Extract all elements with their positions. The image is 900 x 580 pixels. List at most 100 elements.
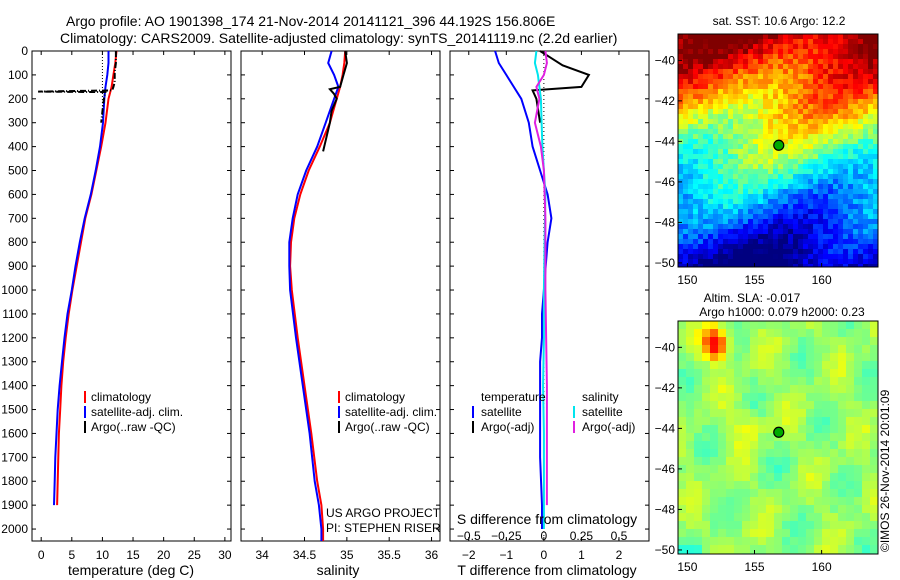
map-cell [854,449,863,458]
map-cell [693,239,699,245]
map-cell [790,449,799,458]
map-cell [846,353,855,362]
map-cell [683,49,689,55]
map-cell [858,249,864,255]
map-cell [853,139,859,145]
map-cell [693,59,699,65]
map-cell [863,154,869,160]
map-cell [743,244,749,250]
map-cell [853,64,859,70]
map-cell [788,164,794,170]
map-cell [750,505,759,514]
map-cell [710,457,719,466]
map-cell [718,79,724,85]
map-cell [783,164,789,170]
map-cell [678,34,684,40]
map-cell [743,104,749,110]
map-cell [748,64,754,70]
map-cell [750,433,759,442]
sst-map-title: sat. SST: 10.6 Argo: 12.2 [713,14,846,28]
map-cell [703,84,709,90]
map-cell [678,104,684,110]
map-cell [853,239,859,245]
map-cell [713,59,719,65]
map-cell [873,149,879,155]
map-cell [830,393,839,402]
map-cell [733,214,739,220]
map-cell [873,34,879,40]
map-cell [808,224,814,230]
map-cell [873,139,879,145]
map-cell [830,497,839,506]
map-cell [798,74,804,80]
map-cell [778,34,784,40]
map-cell [873,129,879,135]
map-cell [723,224,729,230]
map-cell [793,229,799,235]
map-cell [768,179,774,185]
map-cell [833,234,839,240]
map-cell [748,144,754,150]
map-cell [818,214,824,220]
map-cell [798,139,804,145]
map-cell [733,264,739,268]
map-cell [803,69,809,75]
map-cell [766,393,775,402]
map-cell [806,417,815,426]
map-cell [783,234,789,240]
map-cell [868,169,874,175]
map-cell [698,144,704,150]
map-cell [790,481,799,490]
map-cell [862,345,871,354]
map-cell [698,99,704,105]
map-cell [734,401,743,410]
map-cell [813,114,819,120]
map-cell [833,244,839,250]
map-cell [783,159,789,165]
project-line-2: PI: STEPHEN RISER [326,521,441,535]
map-cell [718,521,727,530]
map-cell [723,159,729,165]
map-cell [818,69,824,75]
map-cell [793,204,799,210]
map-cell [698,109,704,115]
map-cell [870,537,879,546]
map-cell [728,69,734,75]
map-cell [748,199,754,205]
map-cell [773,74,779,80]
sst-map-panel: sat. SST: 10.6 Argo: 12.2 150 155 160−40−4… [655,14,879,287]
map-cell [863,69,869,75]
map-cell [703,54,709,60]
map-cell [686,329,695,338]
map-cell [813,64,819,70]
map-cell [818,199,824,205]
map-cell [823,134,829,140]
map-cell [758,189,764,195]
map-cell [790,505,799,514]
map-cell [713,89,719,95]
map-cell [686,497,695,506]
map-cell [793,59,799,65]
map-cell [683,59,689,65]
map-cell [688,99,694,105]
map-cell [803,84,809,90]
map-cell [838,264,844,268]
map-cell [708,134,714,140]
map-y-tick-label: −40 [655,340,676,354]
map-cell [773,254,779,260]
map-cell [833,84,839,90]
map-cell [683,264,689,268]
map-cell [823,234,829,240]
map-cell [833,134,839,140]
map-cell [713,249,719,255]
map-cell [790,433,799,442]
map-cell [778,194,784,200]
map-cell [718,74,724,80]
map-cell [846,361,855,370]
map-cell [790,361,799,370]
map-cell [838,353,847,362]
map-cell [710,529,719,538]
map-cell [768,54,774,60]
map-cell [678,329,687,338]
map-cell [708,189,714,195]
